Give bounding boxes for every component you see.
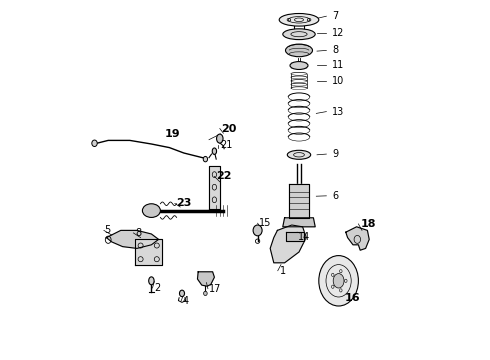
Polygon shape (270, 225, 306, 263)
Polygon shape (135, 239, 162, 265)
Ellipse shape (279, 14, 319, 26)
Ellipse shape (217, 134, 223, 143)
Ellipse shape (204, 291, 207, 296)
Polygon shape (106, 230, 159, 248)
Polygon shape (286, 232, 304, 241)
Text: 9: 9 (332, 149, 338, 159)
Text: 4: 4 (183, 296, 189, 306)
Ellipse shape (92, 140, 97, 147)
Text: 23: 23 (176, 198, 192, 208)
Ellipse shape (203, 156, 208, 162)
Ellipse shape (212, 148, 217, 154)
Text: 1: 1 (280, 266, 286, 276)
Ellipse shape (143, 204, 160, 217)
Text: 19: 19 (165, 129, 181, 139)
Text: 21: 21 (220, 140, 232, 150)
Text: 5: 5 (104, 225, 111, 235)
Text: 16: 16 (345, 293, 361, 303)
Text: 18: 18 (360, 219, 376, 229)
Ellipse shape (283, 29, 315, 40)
Polygon shape (346, 227, 369, 250)
Ellipse shape (253, 225, 262, 236)
Text: 22: 22 (216, 171, 232, 181)
Ellipse shape (333, 274, 344, 288)
Text: 13: 13 (332, 107, 344, 117)
Text: 8: 8 (332, 45, 338, 55)
Text: 10: 10 (332, 76, 344, 86)
Ellipse shape (148, 277, 154, 285)
Text: 14: 14 (298, 232, 311, 242)
Ellipse shape (287, 150, 311, 159)
Ellipse shape (286, 44, 313, 57)
Polygon shape (283, 218, 315, 227)
Polygon shape (197, 272, 215, 286)
Text: 20: 20 (221, 123, 237, 134)
Polygon shape (209, 166, 220, 209)
Text: 2: 2 (154, 283, 161, 293)
Text: 12: 12 (332, 28, 344, 39)
Text: 17: 17 (209, 284, 221, 294)
Text: 8: 8 (135, 228, 141, 238)
Ellipse shape (179, 290, 185, 297)
Ellipse shape (290, 62, 308, 69)
Ellipse shape (319, 256, 358, 306)
Text: 6: 6 (332, 191, 338, 201)
Polygon shape (289, 184, 309, 218)
Text: 7: 7 (332, 11, 339, 21)
Text: 15: 15 (259, 218, 272, 228)
Text: 11: 11 (332, 60, 344, 70)
